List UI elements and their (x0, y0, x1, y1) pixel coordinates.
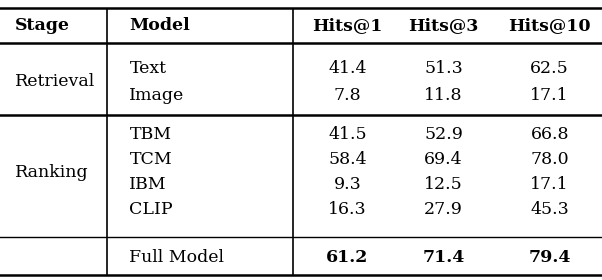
Text: 12.5: 12.5 (424, 176, 463, 193)
Text: TBM: TBM (129, 126, 172, 143)
Text: 61.2: 61.2 (326, 249, 368, 265)
Text: Ranking: Ranking (15, 164, 88, 181)
Text: 58.4: 58.4 (328, 151, 367, 168)
Text: 17.1: 17.1 (530, 176, 569, 193)
Text: Model: Model (129, 17, 190, 34)
Text: 17.1: 17.1 (530, 87, 569, 104)
Text: 51.3: 51.3 (424, 60, 463, 77)
Text: 78.0: 78.0 (530, 151, 569, 168)
Text: 71.4: 71.4 (423, 249, 465, 265)
Text: 41.4: 41.4 (328, 60, 367, 77)
Text: 45.3: 45.3 (530, 202, 569, 218)
Text: 11.8: 11.8 (424, 87, 463, 104)
Text: 66.8: 66.8 (530, 126, 569, 143)
Text: Hits@10: Hits@10 (508, 17, 591, 34)
Text: 41.5: 41.5 (328, 126, 367, 143)
Text: IBM: IBM (129, 176, 167, 193)
Text: 16.3: 16.3 (328, 202, 367, 218)
Text: 79.4: 79.4 (529, 249, 571, 265)
Text: Text: Text (129, 60, 166, 77)
Text: 27.9: 27.9 (424, 202, 463, 218)
Text: Image: Image (129, 87, 185, 104)
Text: Hits@1: Hits@1 (312, 17, 382, 34)
Text: Hits@3: Hits@3 (409, 17, 479, 34)
Text: 62.5: 62.5 (530, 60, 569, 77)
Text: Full Model: Full Model (129, 249, 225, 265)
Text: 69.4: 69.4 (424, 151, 463, 168)
Text: 52.9: 52.9 (424, 126, 463, 143)
Text: TCM: TCM (129, 151, 172, 168)
Text: Stage: Stage (15, 17, 70, 34)
Text: 9.3: 9.3 (334, 176, 361, 193)
Text: CLIP: CLIP (129, 202, 173, 218)
Text: 7.8: 7.8 (334, 87, 361, 104)
Text: Retrieval: Retrieval (15, 73, 95, 90)
